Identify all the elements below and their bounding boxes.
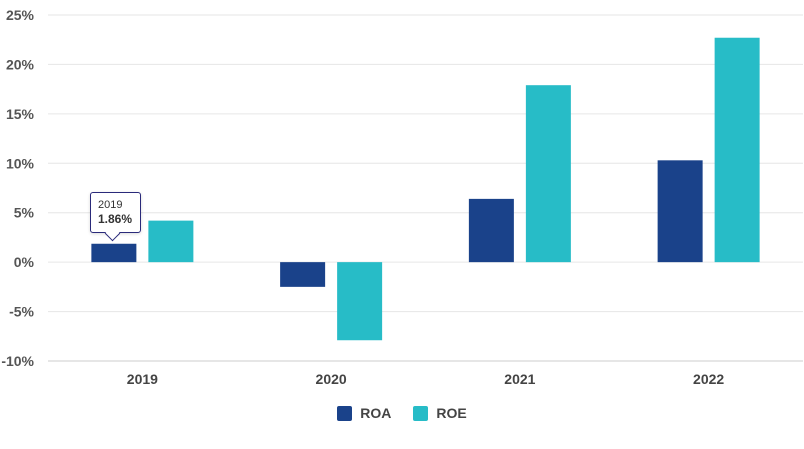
x-category-label: 2020 xyxy=(316,371,347,387)
bar-roa-2021[interactable] xyxy=(468,198,514,263)
y-tick-label: 20% xyxy=(6,56,35,72)
y-tick-label: 10% xyxy=(6,155,35,171)
bar-roa-2020[interactable] xyxy=(280,262,326,287)
legend-swatch-roe xyxy=(413,405,429,421)
legend-item-roe[interactable]: ROE xyxy=(413,405,467,421)
y-tick-label: 5% xyxy=(14,205,35,221)
bar-roa-2019[interactable] xyxy=(91,243,137,263)
y-tick-label: 0% xyxy=(14,254,35,270)
bar-roe-2019[interactable] xyxy=(148,220,194,263)
tooltip: 2019 1.86% xyxy=(90,192,142,233)
tooltip-value: 1.86% xyxy=(98,212,133,226)
bar-roa-2022[interactable] xyxy=(657,160,703,263)
tooltip-category: 2019 xyxy=(98,199,123,211)
bar-roe-2021[interactable] xyxy=(525,85,571,263)
bar-roe-2020[interactable] xyxy=(337,262,383,341)
legend-item-roa[interactable]: ROA xyxy=(337,405,391,421)
legend: ROA ROE xyxy=(0,405,804,421)
y-tick-label: 15% xyxy=(6,106,35,122)
y-tick-label: -5% xyxy=(9,304,34,320)
x-category-label: 2022 xyxy=(693,371,724,387)
bars xyxy=(91,37,760,341)
bar-roe-2022[interactable] xyxy=(714,37,760,263)
legend-swatch-roa xyxy=(337,405,353,421)
x-category-label: 2019 xyxy=(127,371,158,387)
legend-label-roe: ROE xyxy=(436,405,467,421)
y-tick-label: 25% xyxy=(6,7,35,23)
legend-label-roa: ROA xyxy=(360,405,392,421)
y-tick-label: -10% xyxy=(1,353,34,369)
y-axis-ticks: 25% 20% 15% 10% 5% 0% -5% -10% xyxy=(1,7,34,369)
x-category-label: 2021 xyxy=(504,371,535,387)
x-axis-labels: 2019 2020 2021 2022 xyxy=(127,371,725,387)
